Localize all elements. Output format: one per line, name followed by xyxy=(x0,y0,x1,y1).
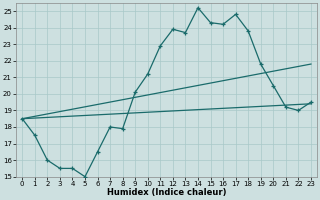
X-axis label: Humidex (Indice chaleur): Humidex (Indice chaleur) xyxy=(107,188,226,197)
